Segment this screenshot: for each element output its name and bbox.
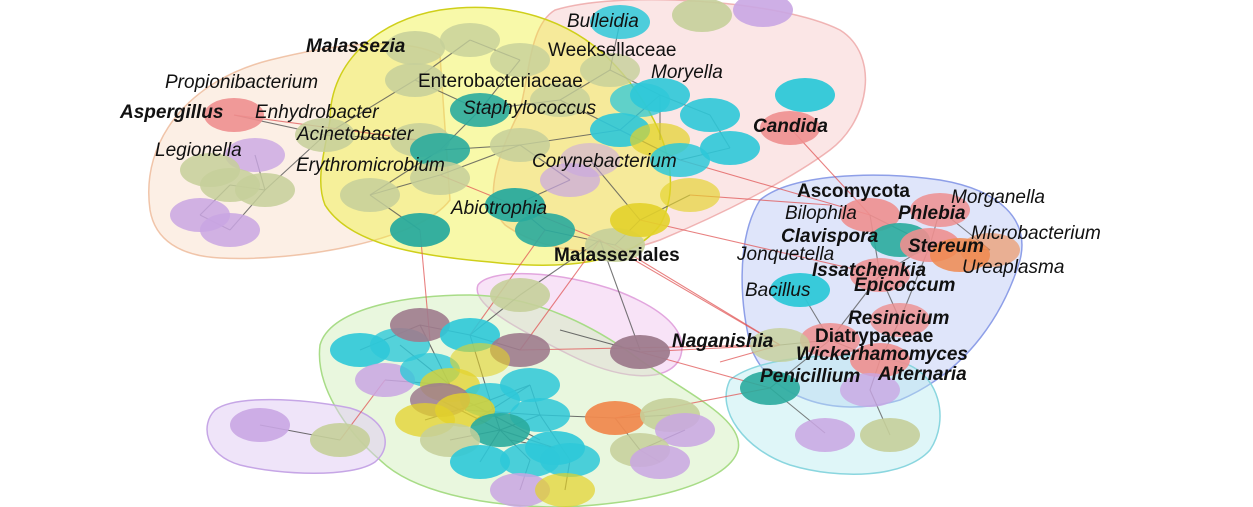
node bbox=[200, 213, 260, 247]
node bbox=[390, 308, 450, 342]
node bbox=[585, 228, 645, 262]
node bbox=[515, 213, 575, 247]
node bbox=[840, 373, 900, 407]
node bbox=[650, 143, 710, 177]
node bbox=[960, 233, 1020, 267]
node bbox=[580, 53, 640, 87]
node bbox=[540, 443, 600, 477]
label-jonquetella: Jonquetella bbox=[736, 244, 834, 265]
node bbox=[760, 111, 820, 145]
node bbox=[700, 131, 760, 165]
node bbox=[775, 78, 835, 112]
label-epicoccum: Epicoccum bbox=[854, 275, 955, 296]
node bbox=[340, 178, 400, 212]
label-malassezia: Malassezia bbox=[306, 36, 406, 57]
label-corynebacterium: Corynebacterium bbox=[532, 151, 677, 172]
label-abiotrophia: Abiotrophia bbox=[450, 198, 547, 219]
node bbox=[225, 138, 285, 172]
node bbox=[295, 118, 355, 152]
label-ureaplasma: Ureaplasma bbox=[962, 257, 1064, 278]
node bbox=[490, 128, 550, 162]
label-propionibacterium: Propionibacterium bbox=[165, 72, 318, 93]
node bbox=[535, 473, 595, 507]
node bbox=[310, 423, 370, 457]
label-moryella: Moryella bbox=[651, 62, 723, 83]
node bbox=[610, 83, 670, 117]
label-resinicium: Resinicium bbox=[848, 308, 949, 329]
label-ascomycota: Ascomycota bbox=[797, 181, 910, 202]
node bbox=[850, 258, 910, 292]
node bbox=[385, 31, 445, 65]
nodes bbox=[170, 0, 1020, 507]
node bbox=[500, 368, 560, 402]
node bbox=[655, 413, 715, 447]
node bbox=[850, 343, 910, 377]
node bbox=[585, 401, 645, 435]
node bbox=[590, 5, 650, 39]
label-erythromicrobium: Erythromicrobium bbox=[296, 155, 445, 176]
node bbox=[410, 161, 470, 195]
node bbox=[490, 43, 550, 77]
label-bacillus: Bacillus bbox=[745, 280, 811, 301]
node bbox=[235, 173, 295, 207]
label-diatrypaceae: Diatrypaceae bbox=[815, 326, 933, 347]
node bbox=[910, 193, 970, 227]
label-penicillium: Penicillium bbox=[760, 366, 860, 387]
node bbox=[672, 0, 732, 32]
node bbox=[440, 23, 500, 57]
label-enhydrobacter: Enhydrobacter bbox=[255, 102, 379, 123]
node bbox=[204, 98, 264, 132]
node-labels: Bulleidia Malassezia Weeksellaceae Morye… bbox=[119, 11, 1101, 387]
label-enterobacteriaceae: Enterobacteriaceae bbox=[418, 71, 583, 92]
node bbox=[770, 273, 830, 307]
node bbox=[560, 143, 620, 177]
node bbox=[795, 418, 855, 452]
node bbox=[470, 413, 530, 447]
node bbox=[750, 328, 810, 362]
label-wickerhamomyces: Wickerhamomyces bbox=[796, 344, 968, 365]
label-bulleidia: Bulleidia bbox=[567, 11, 639, 32]
node bbox=[485, 188, 545, 222]
node bbox=[800, 323, 860, 357]
label-aspergillus: Aspergillus bbox=[119, 102, 223, 123]
node bbox=[355, 363, 415, 397]
label-weeksellaceae: Weeksellaceae bbox=[548, 40, 677, 61]
label-legionella: Legionella bbox=[155, 140, 242, 161]
node bbox=[490, 278, 550, 312]
label-clavispora: Clavispora bbox=[781, 226, 879, 247]
label-alternaria: Alternaria bbox=[877, 364, 967, 385]
node bbox=[450, 93, 510, 127]
label-malasseziales: Malasseziales bbox=[554, 245, 680, 266]
node bbox=[490, 473, 550, 507]
node bbox=[733, 0, 793, 27]
node bbox=[630, 445, 690, 479]
label-bilophila: Bilophila bbox=[785, 203, 857, 224]
node bbox=[230, 408, 290, 442]
node bbox=[870, 303, 930, 337]
node bbox=[660, 178, 720, 212]
node bbox=[410, 133, 470, 167]
node bbox=[450, 343, 510, 377]
label-phlebia: Phlebia bbox=[898, 203, 966, 224]
node bbox=[390, 213, 450, 247]
label-candida: Candida bbox=[753, 116, 828, 137]
node bbox=[450, 445, 510, 479]
label-naganishia: Naganishia bbox=[672, 331, 774, 352]
node bbox=[385, 63, 445, 97]
label-stereum: Stereum bbox=[908, 236, 984, 257]
label-issatchenkia: Issatchenkia bbox=[812, 260, 926, 281]
node bbox=[740, 371, 800, 405]
label-acinetobacter: Acinetobacter bbox=[296, 124, 414, 145]
node bbox=[610, 203, 670, 237]
label-morganella: Morganella bbox=[951, 187, 1045, 208]
node bbox=[530, 83, 590, 117]
label-microbacterium: Microbacterium bbox=[971, 223, 1101, 244]
node bbox=[840, 198, 900, 232]
node bbox=[680, 98, 740, 132]
node bbox=[610, 335, 670, 369]
node bbox=[860, 418, 920, 452]
label-staphylococcus: Staphylococcus bbox=[463, 98, 597, 119]
